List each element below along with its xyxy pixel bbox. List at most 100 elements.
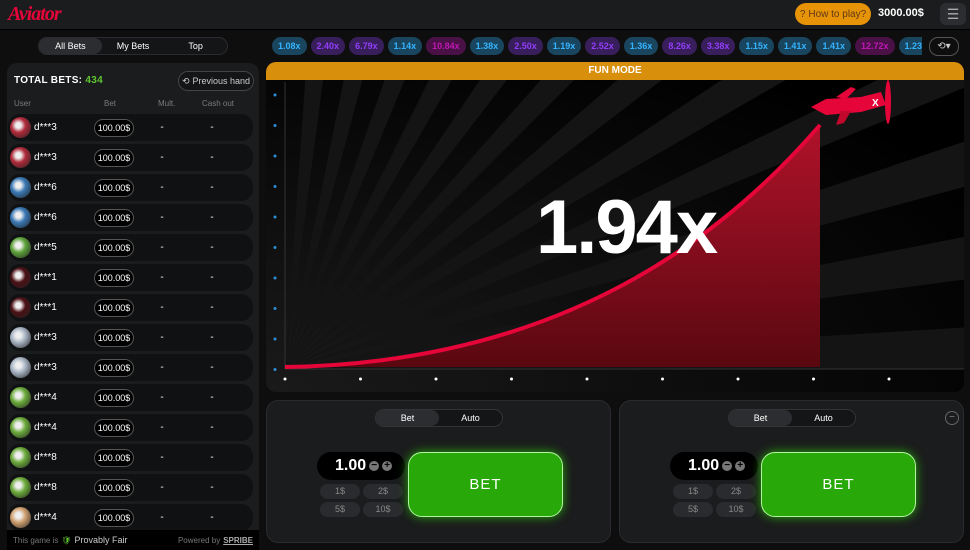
- history-multiplier[interactable]: 1.38x: [469, 37, 505, 55]
- bet-amount: 100.00$: [94, 478, 134, 497]
- cash-out: -: [210, 362, 214, 373]
- previous-hand-button[interactable]: ⟲ Previous hand: [178, 71, 254, 91]
- game-canvas: X FUN MODE 1.94x: [266, 62, 964, 392]
- multiplier: -: [160, 392, 164, 403]
- spribe-logo[interactable]: SPRIBE: [223, 535, 253, 545]
- bet-row: d***3 100.00$ - -: [8, 114, 253, 141]
- menu-icon[interactable]: ☰: [940, 3, 966, 25]
- multiplier: -: [160, 482, 164, 493]
- history-multiplier[interactable]: 6.79x: [349, 37, 384, 55]
- user-name: d***8: [34, 452, 57, 463]
- tab-bet[interactable]: Bet: [376, 410, 439, 426]
- history-multiplier[interactable]: 1.14x: [387, 37, 423, 55]
- avatar: [10, 357, 31, 378]
- user-name: d***8: [34, 482, 57, 493]
- provably-prefix: This game is: [13, 535, 59, 545]
- cash-out: -: [210, 512, 214, 523]
- ray: [285, 62, 964, 369]
- multiplier: -: [160, 332, 164, 343]
- bet-amount: 100.00$: [94, 388, 134, 407]
- quick-bet-10[interactable]: 10$: [363, 502, 403, 517]
- history-multiplier[interactable]: 2.40x: [310, 37, 346, 55]
- bet-amount-input[interactable]: 1.00 − +: [317, 452, 405, 480]
- history-multiplier[interactable]: 1.36x: [623, 37, 659, 55]
- remove-panel-icon[interactable]: −: [945, 411, 959, 425]
- avatar: [10, 237, 31, 258]
- axis-dot: [359, 377, 362, 381]
- avatar: [10, 117, 31, 138]
- history-multiplier[interactable]: 1.41x: [777, 37, 813, 55]
- bet-amount: 100.00$: [94, 358, 134, 377]
- quick-bet-1[interactable]: 1$: [673, 484, 713, 499]
- axis-dot: [273, 246, 277, 249]
- tab-auto[interactable]: Auto: [461, 413, 480, 423]
- user-name: d***1: [34, 272, 57, 283]
- axis-dot: [887, 377, 891, 381]
- tab-bet[interactable]: Bet: [729, 410, 792, 426]
- balance: 3000.00$: [878, 7, 924, 19]
- minus-icon[interactable]: −: [369, 461, 380, 471]
- tab-auto[interactable]: Auto: [814, 413, 833, 423]
- history-multiplier[interactable]: 1.23x: [898, 37, 922, 55]
- tab-all-bets[interactable]: All Bets: [39, 38, 102, 54]
- quick-bet-10[interactable]: 10$: [716, 502, 756, 517]
- avatar: [10, 207, 31, 228]
- history-multiplier[interactable]: 2.50x: [508, 37, 543, 55]
- bet-button[interactable]: BET: [761, 452, 916, 517]
- history-multiplier[interactable]: 2.52x: [585, 37, 620, 55]
- bet-panel: Bet Auto 1.00 − + 1$ 2$ 5$ 10$ BET: [266, 400, 611, 543]
- axis-dot: [273, 337, 277, 341]
- bet-row: d***1 100.00$ - -: [8, 264, 253, 291]
- history-multiplier[interactable]: 12.72x: [854, 37, 895, 55]
- how-to-play-button[interactable]: ? How to play?: [795, 3, 871, 25]
- multiplier: -: [160, 212, 164, 223]
- history-multiplier[interactable]: 1.08x: [272, 37, 307, 55]
- question-icon: ?: [799, 8, 806, 20]
- history-multiplier[interactable]: 1.15x: [739, 37, 774, 55]
- bet-row: d***6 100.00$ - -: [8, 204, 253, 231]
- cash-out: -: [210, 302, 214, 313]
- history-dropdown-button[interactable]: ⟲▾: [929, 37, 959, 56]
- bet-row: d***8 100.00$ - -: [8, 444, 253, 471]
- history-multiplier[interactable]: 10.84x: [426, 37, 466, 55]
- bet-amount: 100.00$: [94, 178, 134, 197]
- shield-check-icon: 🛡: [61, 535, 72, 545]
- quick-bet-2[interactable]: 2$: [363, 484, 403, 499]
- avatar: [10, 447, 31, 468]
- cash-out: -: [210, 422, 214, 433]
- user-name: d***3: [34, 122, 57, 133]
- curve-area: [285, 125, 820, 367]
- bet-row: d***8 100.00$ - -: [8, 474, 253, 501]
- plus-icon[interactable]: +: [735, 461, 746, 471]
- minus-icon[interactable]: −: [722, 461, 733, 471]
- cash-out: -: [210, 392, 214, 403]
- bet-button[interactable]: BET: [408, 452, 563, 517]
- axis-dot: [661, 377, 664, 381]
- multiplier: -: [160, 122, 164, 133]
- history-multiplier[interactable]: 1.41x: [816, 37, 851, 55]
- bet-panel: Bet Auto − 1.00 − + 1$ 2$ 5$ 10$ BET: [619, 400, 964, 543]
- bets-tabs: All Bets My Bets Top: [38, 37, 228, 55]
- quick-bet-2[interactable]: 2$: [716, 484, 756, 499]
- axis-dot: [273, 276, 277, 280]
- bet-amount: 100.00$: [94, 148, 134, 167]
- tab-top[interactable]: Top: [188, 41, 203, 51]
- history-multiplier[interactable]: 3.38x: [700, 37, 736, 55]
- bet-row: d***4 100.00$ - -: [8, 504, 253, 531]
- previous-hand-label: Previous hand: [192, 76, 251, 86]
- quick-bet-5[interactable]: 5$: [673, 502, 713, 517]
- avatar: [10, 147, 31, 168]
- multiplier: -: [160, 362, 164, 373]
- quick-bet-1[interactable]: 1$: [320, 484, 360, 499]
- history-multiplier[interactable]: 8.26x: [662, 37, 697, 55]
- tab-my-bets[interactable]: My Bets: [116, 41, 150, 51]
- quick-bet-5[interactable]: 5$: [320, 502, 360, 517]
- user-name: d***4: [34, 392, 57, 403]
- axis-dot: [434, 377, 438, 381]
- provably-fair-link[interactable]: Provably Fair: [74, 535, 128, 545]
- bet-amount-input[interactable]: 1.00 − +: [670, 452, 758, 480]
- current-multiplier: 1.94x: [536, 185, 718, 270]
- plus-icon[interactable]: +: [382, 461, 393, 471]
- history-multiplier[interactable]: 1.19x: [546, 37, 582, 55]
- cash-out: -: [210, 272, 214, 283]
